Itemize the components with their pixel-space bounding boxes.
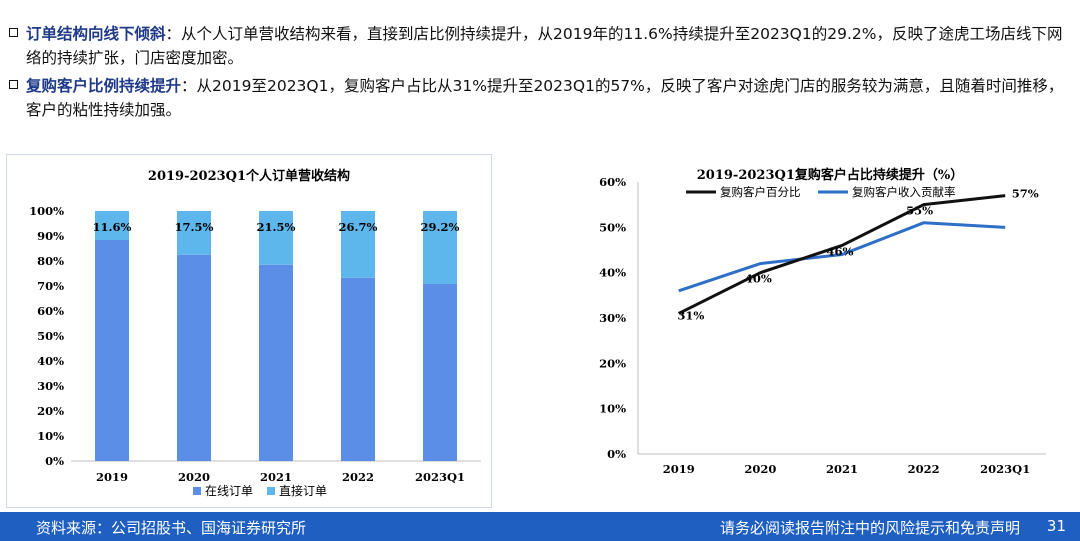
y-tick-label: 0% — [45, 454, 64, 468]
source-note: 资料来源：公司招股书、国海证券研究所 — [36, 519, 307, 537]
bullet-text: 从2019至2023Q1，复购客户占比从31%提升至2023Q1的57%，反映了… — [26, 77, 1064, 119]
bar-segment-online — [259, 264, 293, 461]
y-tick-label: 70% — [37, 279, 64, 293]
bullet-text: 从个人订单营收结构来看，直接到店比例持续提升，从2019年的11.6%持续提升至… — [26, 25, 1063, 67]
data-label: 31% — [677, 308, 704, 322]
y-tick-label: 20% — [37, 404, 64, 418]
data-label: 11.6% — [93, 220, 132, 234]
bullet-separator: ： — [165, 25, 182, 43]
y-tick-label: 40% — [599, 266, 626, 280]
data-label: 46% — [827, 244, 854, 258]
x-tick-label: 2023Q1 — [980, 462, 1030, 476]
x-tick-label: 2019 — [96, 470, 128, 484]
bar-segment-direct — [341, 211, 375, 278]
x-tick-label: 2023Q1 — [415, 470, 465, 484]
chart-title: 2019-2023Q1个人订单营收结构 — [148, 168, 350, 184]
checkbox-icon — [9, 80, 18, 89]
legend-label: 在线订单 — [205, 484, 253, 498]
data-label: 29.2% — [421, 220, 460, 234]
y-tick-label: 80% — [37, 254, 64, 268]
legend-swatch-online — [193, 487, 201, 495]
series-line-repeat-customers — [678, 194, 1006, 315]
bar-segment-online — [341, 277, 375, 461]
x-tick-label: 2019 — [663, 462, 695, 476]
legend-label: 复购客户收入贡献率 — [852, 185, 956, 199]
legend-swatch-direct — [267, 487, 275, 495]
chart-title: 2019-2023Q1复购客户占比持续提升（%） — [697, 167, 963, 183]
stacked-bar-chart-panel: 2019-2023Q1个人订单营收结构 0% 10% 20% 30% 40% 50% 60% 7… — [6, 154, 492, 508]
bar-segment-direct — [177, 211, 211, 255]
data-label: 40% — [745, 272, 772, 286]
x-tick-label: 2020 — [178, 470, 210, 484]
y-tick-label: 90% — [37, 229, 64, 243]
disclaimer-note: 请务必阅读报告附注中的风险提示和免责声明 — [719, 519, 1020, 537]
y-tick-label: 0% — [607, 447, 626, 461]
bullet-order-structure: 订单结构向线下倾斜：从个人订单营收结构来看，直接到店比例持续提升，从2019年的… — [8, 22, 1072, 70]
page-number: 31 — [1046, 517, 1066, 535]
legend-label: 直接订单 — [279, 483, 327, 498]
line-chart-panel: 2019-2023Q1复购客户占比持续提升（%） 0% 10% 20% 30% 40% 50… — [594, 154, 1066, 506]
data-label: 55% — [906, 204, 933, 218]
y-tick-label: 60% — [599, 175, 626, 189]
bullet-heading: 复购客户比例持续提升 — [26, 77, 182, 95]
bullet-repeat-customers: 复购客户比例持续提升：从2019至2023Q1，复购客户占比从31%提升至202… — [8, 74, 1072, 122]
bullet-heading: 订单结构向线下倾斜 — [26, 25, 166, 43]
data-label: 57% — [1012, 187, 1039, 201]
x-tick-label: 2022 — [908, 462, 940, 476]
data-label: 26.7% — [339, 220, 378, 234]
y-tick-label: 20% — [599, 356, 626, 370]
line-chart: 2019-2023Q1复购客户占比持续提升（%） 0% 10% 20% 30% 40% 50… — [599, 167, 1046, 476]
y-tick-label: 100% — [29, 204, 64, 218]
y-tick-label: 60% — [37, 304, 64, 318]
x-tick-label: 2022 — [342, 470, 374, 484]
bar-segment-direct — [259, 211, 293, 265]
stacked-bar-chart: 2019-2023Q1个人订单营收结构 0% 10% 20% 30% 40% 50% 60% 7… — [29, 168, 481, 498]
bar-segment-online — [177, 254, 211, 461]
series-line-revenue-contribution — [678, 221, 1006, 293]
y-tick-label: 30% — [599, 311, 626, 325]
data-label: 17.5% — [175, 220, 214, 234]
bullet-separator: ： — [181, 77, 197, 95]
y-tick-label: 40% — [37, 354, 64, 368]
x-tick-label: 2021 — [826, 462, 858, 476]
bar-segment-online — [423, 284, 457, 461]
y-tick-label: 10% — [37, 429, 64, 443]
footer-bar: 资料来源：公司招股书、国海证券研究所 请务必阅读报告附注中的风险提示和免责声明 … — [0, 512, 1080, 541]
data-label: 21.5% — [257, 220, 296, 234]
legend-label: 复购客户百分比 — [720, 185, 801, 199]
y-tick-label: 30% — [37, 379, 64, 393]
bar-segment-direct — [423, 211, 457, 284]
bar-segment-direct — [95, 211, 129, 240]
bar-segment-online — [95, 240, 129, 461]
y-tick-label: 10% — [599, 402, 626, 416]
y-tick-label: 50% — [599, 220, 626, 234]
x-tick-label: 2021 — [260, 470, 292, 484]
bullet-list: 订单结构向线下倾斜：从个人订单营收结构来看，直接到店比例持续提升，从2019年的… — [8, 22, 1072, 122]
x-tick-label: 2020 — [744, 462, 776, 476]
checkbox-icon — [9, 28, 18, 37]
y-tick-label: 50% — [37, 329, 64, 343]
